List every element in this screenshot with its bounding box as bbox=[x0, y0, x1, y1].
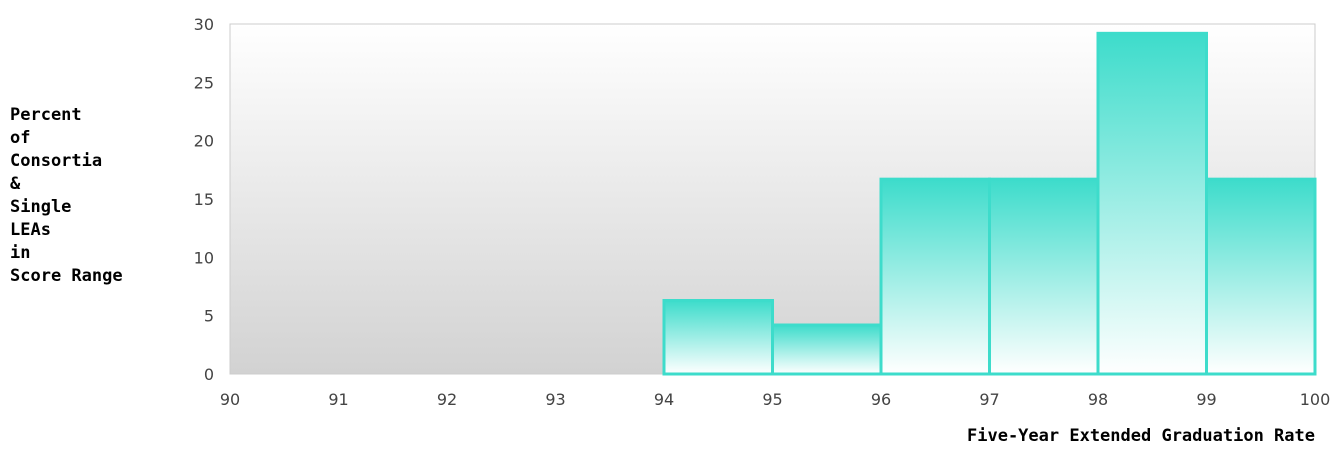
bars bbox=[662, 31, 1317, 376]
y-tick-label: 0 bbox=[204, 365, 214, 384]
x-tick-label: 100 bbox=[1300, 390, 1331, 409]
histogram-bar bbox=[1205, 177, 1317, 376]
histogram-bar bbox=[771, 323, 883, 376]
y-tick-label: 20 bbox=[194, 132, 214, 151]
y-axis-label-line: of bbox=[10, 128, 31, 148]
x-axis-label: Five-Year Extended Graduation Rate bbox=[967, 426, 1315, 446]
y-axis-label-line: Consortia bbox=[10, 151, 103, 171]
y-tick-label: 5 bbox=[204, 307, 214, 326]
histogram-bar bbox=[879, 177, 991, 376]
x-tick-label: 91 bbox=[328, 390, 348, 409]
y-axis-label-line: Score Range bbox=[10, 266, 123, 286]
y-axis-label-line: & bbox=[10, 174, 21, 194]
y-axis-label-line: LEAs bbox=[10, 220, 51, 240]
x-axis-ticks: 90 91 92 93 94 95 96 97 98 99 100 bbox=[220, 390, 1330, 409]
x-tick-label: 90 bbox=[220, 390, 240, 409]
y-axis-label-line: Single bbox=[10, 197, 72, 217]
y-axis-label: Percent of Consortia & Single LEAs in Sc… bbox=[10, 104, 170, 288]
x-tick-label: 94 bbox=[654, 390, 674, 409]
x-tick-label: 96 bbox=[871, 390, 891, 409]
x-tick-label: 98 bbox=[1088, 390, 1108, 409]
y-axis-label-line: in bbox=[10, 243, 31, 263]
y-tick-label: 10 bbox=[194, 248, 214, 267]
y-axis-ticks: 0 5 10 15 20 25 30 bbox=[194, 15, 214, 384]
y-tick-label: 25 bbox=[194, 73, 214, 92]
x-tick-label: 92 bbox=[437, 390, 457, 409]
x-tick-label: 93 bbox=[545, 390, 565, 409]
x-tick-label: 99 bbox=[1196, 390, 1216, 409]
x-tick-label: 97 bbox=[979, 390, 999, 409]
histogram-bar bbox=[1096, 31, 1208, 376]
y-tick-label: 30 bbox=[194, 15, 214, 34]
histogram-bar bbox=[988, 177, 1100, 376]
x-tick-label: 95 bbox=[762, 390, 782, 409]
histogram-bar bbox=[662, 299, 774, 376]
y-tick-label: 15 bbox=[194, 190, 214, 209]
y-axis-label-line: Percent bbox=[10, 105, 82, 125]
